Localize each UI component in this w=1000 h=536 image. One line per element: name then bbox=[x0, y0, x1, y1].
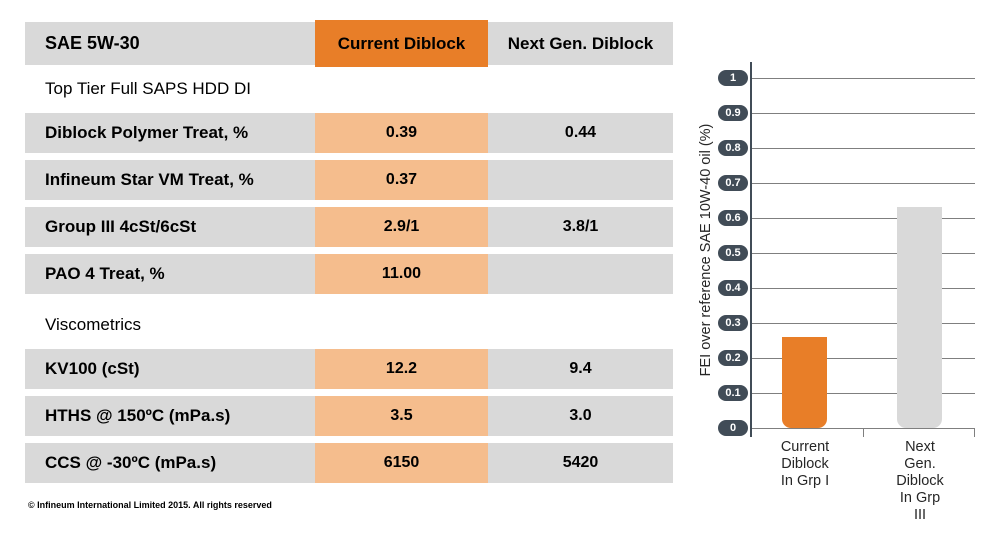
x-label-nextgen-diblock: Next Gen. Diblock In Grp III bbox=[896, 439, 944, 523]
current-value: 12.2 bbox=[315, 349, 488, 389]
nextgen-value bbox=[488, 254, 673, 294]
bar-nextgen-diblock bbox=[897, 207, 942, 428]
current-value: 0.39 bbox=[315, 113, 488, 153]
table-row: Infineum Star VM Treat, % 0.37 bbox=[25, 160, 673, 200]
x-axis-labels: Current Diblock In Grp I Next Gen. Diblo… bbox=[752, 439, 975, 523]
y-tick-pill: 0.5 bbox=[718, 245, 748, 261]
gridline bbox=[752, 113, 975, 114]
table-row: PAO 4 Treat, % 11.00 bbox=[25, 254, 673, 294]
row-label: Infineum Star VM Treat, % bbox=[25, 160, 315, 200]
table-row: Group III 4cSt/6cSt 2.9/1 3.8/1 bbox=[25, 207, 673, 247]
row-label: CCS @ -30ºC (mPa.s) bbox=[25, 443, 315, 483]
table-header-row: SAE 5W-30 Current Diblock Next Gen. Dibl… bbox=[25, 20, 673, 67]
nextgen-value: 9.4 bbox=[488, 349, 673, 389]
table-row: Diblock Polymer Treat, % 0.39 0.44 bbox=[25, 113, 673, 153]
formulation-table: SAE 5W-30 Current Diblock Next Gen. Dibl… bbox=[25, 20, 673, 490]
nextgen-value: 0.44 bbox=[488, 113, 673, 153]
y-tick-pill: 0 bbox=[718, 420, 748, 436]
gridline bbox=[752, 148, 975, 149]
current-value: 6150 bbox=[315, 443, 488, 483]
gridline bbox=[752, 288, 975, 289]
y-tick-pill: 1 bbox=[718, 70, 748, 86]
nextgen-value: 3.0 bbox=[488, 396, 673, 436]
current-value: 2.9/1 bbox=[315, 207, 488, 247]
y-tick-pill: 0.9 bbox=[718, 105, 748, 121]
gridline bbox=[752, 323, 975, 324]
x-label-current-diblock: Current Diblock In Grp I bbox=[780, 439, 830, 489]
y-tick-pill: 0.4 bbox=[718, 280, 748, 296]
section-subtitle-top-tier: Top Tier Full SAPS HDD DI bbox=[25, 65, 673, 113]
y-axis-line bbox=[750, 62, 752, 437]
nextgen-value: 5420 bbox=[488, 443, 673, 483]
y-tick-pill: 0.8 bbox=[718, 140, 748, 156]
gridline bbox=[752, 393, 975, 394]
table-title: SAE 5W-30 bbox=[25, 22, 315, 65]
section-subtitle-viscometrics: Viscometrics bbox=[25, 301, 673, 349]
table-row: HTHS @ 150ºC (mPa.s) 3.5 3.0 bbox=[25, 396, 673, 436]
gridline bbox=[752, 78, 975, 79]
copyright-notice: © Infineum International Limited 2015. A… bbox=[28, 500, 272, 510]
row-label: HTHS @ 150ºC (mPa.s) bbox=[25, 396, 315, 436]
y-tick-pill: 0.3 bbox=[718, 315, 748, 331]
gridline bbox=[752, 183, 975, 184]
column-header-nextgen-diblock: Next Gen. Diblock bbox=[488, 22, 673, 65]
row-label: Diblock Polymer Treat, % bbox=[25, 113, 315, 153]
table-row: CCS @ -30ºC (mPa.s) 6150 5420 bbox=[25, 443, 673, 483]
current-value: 0.37 bbox=[315, 160, 488, 200]
gridline bbox=[752, 358, 975, 359]
fei-bar-chart bbox=[750, 62, 975, 437]
row-label: KV100 (cSt) bbox=[25, 349, 315, 389]
table-row: KV100 (cSt) 12.2 9.4 bbox=[25, 349, 673, 389]
y-tick-pill: 0.1 bbox=[718, 385, 748, 401]
current-value: 3.5 bbox=[315, 396, 488, 436]
y-tick-pill: 0.7 bbox=[718, 175, 748, 191]
y-axis-ticks: 0 0.1 0.2 0.3 0.4 0.5 0.6 0.7 0.8 0.9 1 bbox=[718, 70, 748, 436]
x-axis-tick bbox=[863, 428, 864, 437]
row-label: PAO 4 Treat, % bbox=[25, 254, 315, 294]
bar-current-diblock bbox=[782, 337, 827, 428]
y-tick-pill: 0.6 bbox=[718, 210, 748, 226]
x-axis-tick bbox=[974, 428, 975, 437]
nextgen-value bbox=[488, 160, 673, 200]
row-label: Group III 4cSt/6cSt bbox=[25, 207, 315, 247]
column-header-current-diblock: Current Diblock bbox=[315, 20, 488, 67]
y-axis-title: FEI over reference SAE 10W-40 oil (%) bbox=[698, 123, 714, 377]
current-value: 11.00 bbox=[315, 254, 488, 294]
nextgen-value: 3.8/1 bbox=[488, 207, 673, 247]
gridline bbox=[752, 218, 975, 219]
gridline bbox=[752, 253, 975, 254]
y-tick-pill: 0.2 bbox=[718, 350, 748, 366]
